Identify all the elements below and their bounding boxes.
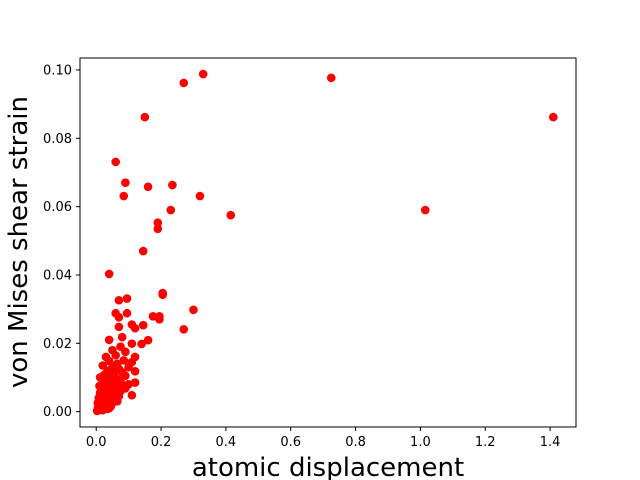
- y-tick-label: 0.04: [43, 268, 72, 283]
- data-point: [111, 157, 120, 167]
- data-point: [326, 73, 336, 83]
- data-point: [189, 305, 198, 315]
- x-tick-label: 0.0: [86, 435, 107, 450]
- y-tick-label: 0.00: [43, 405, 72, 420]
- data-points: [92, 69, 558, 416]
- data-point: [111, 350, 120, 360]
- data-point: [104, 269, 114, 279]
- data-point: [549, 112, 558, 122]
- data-point: [95, 373, 105, 382]
- data-point: [137, 339, 146, 349]
- data-point: [121, 347, 130, 357]
- x-tick-label: 1.4: [540, 435, 561, 450]
- data-point: [130, 323, 140, 333]
- data-point: [168, 180, 177, 190]
- y-axis-ticks: 0.00 0.02 0.04 0.06 0.08 0.10: [43, 63, 80, 420]
- data-point: [122, 294, 132, 303]
- y-axis-title: von Mises shear strain: [4, 96, 34, 388]
- data-point: [121, 178, 130, 188]
- x-tick-label: 1.0: [410, 435, 431, 450]
- x-tick-label: 0.6: [280, 435, 301, 450]
- x-tick-label: 0.8: [345, 435, 366, 450]
- data-point: [114, 322, 124, 332]
- data-point: [420, 205, 430, 215]
- data-point: [121, 384, 130, 393]
- data-point: [153, 224, 163, 234]
- y-tick-label: 0.02: [43, 337, 72, 352]
- data-point: [153, 218, 163, 227]
- data-point: [100, 393, 110, 403]
- y-tick-label: 0.06: [43, 200, 72, 215]
- data-point: [143, 182, 153, 192]
- x-axis-ticks: 0.0 0.2 0.4 0.6 0.8 1.0 1.2 1.4: [86, 427, 561, 450]
- data-point: [195, 191, 205, 201]
- y-tick-label: 0.08: [43, 132, 72, 147]
- y-tick-label: 0.10: [43, 63, 72, 78]
- data-point: [104, 335, 114, 345]
- data-point: [117, 332, 127, 342]
- data-point: [130, 378, 140, 387]
- data-point: [158, 290, 167, 300]
- data-point: [143, 335, 153, 345]
- x-tick-label: 0.2: [151, 435, 172, 450]
- data-point: [114, 295, 124, 305]
- data-point: [119, 356, 129, 365]
- data-point: [140, 112, 150, 122]
- data-point: [124, 362, 133, 372]
- data-point: [179, 78, 189, 88]
- data-point: [95, 400, 104, 410]
- x-tick-label: 1.2: [475, 435, 496, 450]
- data-point: [148, 312, 158, 321]
- x-tick-label: 0.4: [216, 435, 237, 450]
- data-point: [127, 390, 137, 400]
- data-point: [179, 324, 189, 334]
- data-point: [138, 320, 148, 330]
- data-point: [130, 367, 140, 376]
- data-point: [127, 339, 137, 348]
- x-axis-title: atomic displacement: [192, 453, 464, 480]
- data-point: [122, 308, 132, 318]
- data-point: [138, 246, 148, 256]
- data-point: [166, 205, 176, 215]
- data-point: [155, 315, 164, 324]
- data-point: [98, 379, 107, 389]
- data-point: [226, 210, 236, 220]
- data-point: [112, 397, 122, 406]
- data-point: [198, 69, 208, 79]
- data-point: [119, 191, 129, 201]
- plot-frame: [79, 57, 577, 428]
- data-point: [104, 403, 114, 413]
- data-point: [114, 313, 124, 322]
